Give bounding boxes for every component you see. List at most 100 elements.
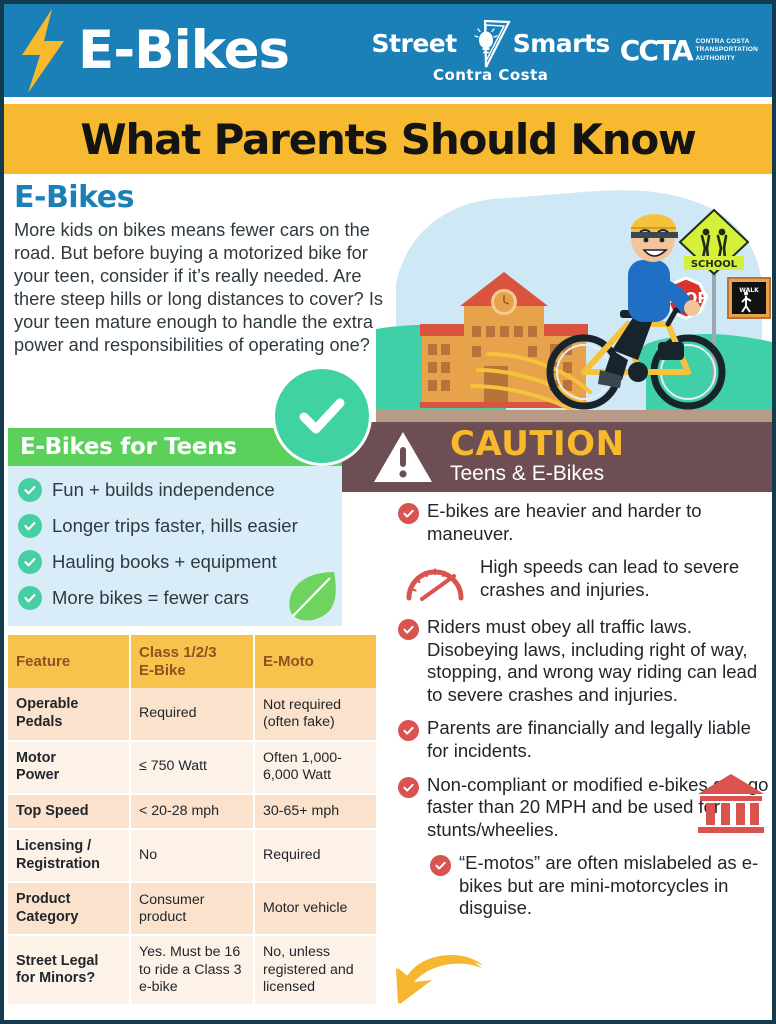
column-header-ebike-line1: Class 1/2/3 xyxy=(139,644,217,661)
bank-building-icon xyxy=(696,772,766,834)
row-feature-line2: Category xyxy=(16,908,79,925)
row-feature: Street Legal for Minors? xyxy=(8,935,131,1007)
lightning-bolt-icon xyxy=(10,7,74,95)
ccta-line3: AUTHORITY xyxy=(695,54,736,62)
list-item: Longer trips faster, hills easier xyxy=(18,514,334,538)
curved-arrow-icon xyxy=(394,942,486,1018)
brand-word-smarts: Smarts xyxy=(512,29,611,58)
table-row: Motor Power ≤ 750 Watt Often 1,000-6,000… xyxy=(8,740,376,795)
row-emoto-value: Often 1,000-6,000 Watt xyxy=(254,740,376,795)
list-item-label: E-bikes are heavier and harder to maneuv… xyxy=(427,500,702,544)
ccta-agency-name: CONTRA COSTA TRANSPORTATION AUTHORITY xyxy=(696,38,759,63)
column-header-emoto: E-Moto xyxy=(254,635,376,689)
ccta-mark: CCTA xyxy=(619,34,694,67)
section-header-caution: CAUTION Teens & E-Bikes xyxy=(342,422,772,492)
banner-title: What Parents Should Know xyxy=(80,114,697,164)
row-feature: Motor Power xyxy=(8,740,131,795)
row-ebike-value: Consumer product xyxy=(130,882,255,937)
row-ebike-value: ≤ 750 Watt xyxy=(130,740,255,795)
row-feature-line2: for Minors? xyxy=(16,970,96,987)
row-feature: Licensing / Registration xyxy=(8,829,131,884)
table-row: Licensing / Registration No Required xyxy=(8,829,376,884)
column-header-ebike: Class 1/2/3 E-Bike xyxy=(130,635,255,689)
list-item: Parents are financially and legally liab… xyxy=(398,717,770,762)
list-item-label: Non-compliant or modified e-bikes can go… xyxy=(427,773,769,840)
check-circle-badge-icon xyxy=(272,366,372,466)
list-item: Hauling books + equipment xyxy=(18,550,334,574)
rider xyxy=(598,214,700,388)
row-feature-line1: Product xyxy=(16,891,71,908)
row-ebike-value: No xyxy=(130,829,255,884)
school-crossing-sign: SCHOOL WALK xyxy=(678,208,771,384)
table-row: Street Legal for Minors? Yes. Must be 16… xyxy=(8,935,376,1007)
check-circle-icon xyxy=(18,478,42,502)
column-header-ebike-line2: E-Bike xyxy=(139,661,186,679)
intro-section: E-Bikes More kids on bikes means fewer c… xyxy=(14,180,384,357)
check-circle-icon xyxy=(18,550,42,574)
list-item: “E-motos” are often mislabeled as e-bike… xyxy=(398,852,770,920)
ccta-line2: TRANSPORTATION xyxy=(695,46,758,54)
brand-logos: Street xyxy=(372,18,772,84)
column-header-feature: Feature xyxy=(8,635,131,689)
row-emoto-value: No, unless registered and licensed xyxy=(254,935,376,1007)
list-item-label: Riders must obey all traffic laws. Disob… xyxy=(427,616,758,705)
row-feature-line1: Top Speed xyxy=(16,802,89,819)
list-item: Non-compliant or modified e-bikes can go… xyxy=(398,774,770,842)
row-emoto-value: 30-65+ mph xyxy=(254,793,376,831)
list-item-label: “E-motos” are often mislabeled as e-bike… xyxy=(459,852,759,919)
check-circle-icon xyxy=(398,776,419,798)
row-emoto-value: Motor vehicle xyxy=(254,882,376,937)
list-item-label: Fun + builds independence xyxy=(52,479,275,500)
leaf-icon xyxy=(284,568,338,624)
intro-heading: E-Bikes xyxy=(14,180,134,215)
banner-what-parents-should-know: What Parents Should Know xyxy=(4,104,772,174)
list-item: E-bikes are heavier and harder to maneuv… xyxy=(398,500,770,545)
caution-subheading: Teens & E-Bikes xyxy=(450,462,605,486)
check-circle-icon xyxy=(430,855,451,877)
ccta-line1: CONTRA COSTA xyxy=(695,38,750,46)
row-feature-line1: Operable xyxy=(16,696,79,713)
row-feature: Operable Pedals xyxy=(8,688,131,742)
row-feature-line1: Motor xyxy=(16,749,56,766)
school-sign-label: SCHOOL xyxy=(691,259,738,270)
list-item-label: Parents are financially and legally liab… xyxy=(427,717,751,761)
table-row: Top Speed < 20-28 mph 30-65+ mph xyxy=(8,793,376,831)
list-item: More bikes = fewer cars xyxy=(18,586,334,610)
row-ebike-value: Yes. Must be 16 to ride a Class 3 e-bike xyxy=(130,935,255,1007)
ccta-logo: CCTA CONTRA COSTA TRANSPORTATION AUTHORI… xyxy=(620,34,758,67)
row-emoto-value: Required xyxy=(254,829,376,884)
ebike-vs-emoto-table: Feature Class 1/2/3 E-Bike E-Moto Operab… xyxy=(8,635,376,1007)
table-row: Product Category Consumer product Motor … xyxy=(8,882,376,937)
check-circle-icon xyxy=(398,720,419,742)
row-ebike-value: < 20-28 mph xyxy=(130,793,255,831)
list-item-label: More bikes = fewer cars xyxy=(52,587,249,608)
check-circle-icon xyxy=(18,586,42,610)
row-emoto-value: Not required (often fake) xyxy=(254,688,376,742)
list-item-label: Hauling books + equipment xyxy=(52,551,277,572)
walk-sign-label: WALK xyxy=(739,287,759,294)
teens-benefits-list: Fun + builds independence Longer trips f… xyxy=(8,466,342,626)
check-circle-icon xyxy=(18,514,42,538)
cyclist-illustration: SCHOOL WALK STOP xyxy=(376,174,772,424)
row-feature-line2: Pedals xyxy=(16,713,63,730)
row-feature: Product Category xyxy=(8,882,131,937)
speedometer-icon xyxy=(404,560,466,602)
list-item-label: Longer trips faster, hills easier xyxy=(52,515,298,536)
bicycle xyxy=(546,307,726,410)
row-feature-line1: Licensing / xyxy=(16,838,92,855)
check-circle-icon xyxy=(398,619,419,641)
teens-heading-label: E-Bikes for Teens xyxy=(20,434,237,460)
caution-warnings-list: E-bikes are heavier and harder to maneuv… xyxy=(398,500,770,931)
row-feature-line2: Power xyxy=(16,767,60,784)
warning-triangle-icon xyxy=(372,429,434,485)
row-feature: Top Speed xyxy=(8,793,131,831)
table-row: Operable Pedals Required Not required (o… xyxy=(8,688,376,742)
list-item: High speeds can lead to severe crashes a… xyxy=(398,556,770,602)
table-header-row: Feature Class 1/2/3 E-Bike E-Moto xyxy=(8,635,376,689)
street-smarts-logo: Street xyxy=(372,18,610,84)
row-feature-line2: Registration xyxy=(16,855,100,872)
page-header: E-Bikes Street xyxy=(4,4,772,97)
row-feature-line1: Street Legal xyxy=(16,952,99,969)
caution-title-block: CAUTION Teens & E-Bikes xyxy=(450,427,625,486)
